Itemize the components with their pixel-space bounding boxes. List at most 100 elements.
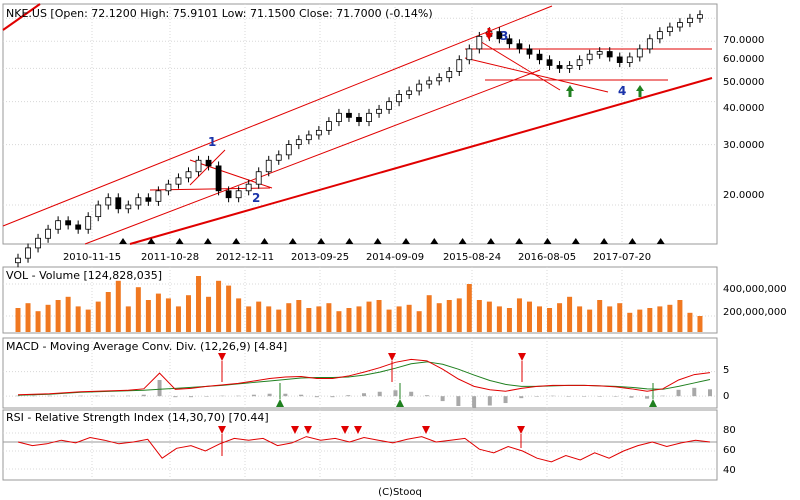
price-y-tick: 70.0000 — [723, 35, 764, 46]
rsi-sell-marker-icon — [291, 426, 299, 434]
signal-triangle-icon — [543, 238, 552, 244]
price-x-tick: 2010-11-15 — [63, 252, 121, 263]
macd-histogram-bar — [283, 393, 288, 397]
candle-body — [556, 65, 563, 69]
candle-body — [15, 257, 21, 264]
signal-triangle-icon — [402, 238, 410, 244]
candle-body — [476, 35, 483, 50]
volume-bar — [697, 316, 703, 332]
annotation-label: 3 — [500, 29, 508, 43]
macd-histogram-bar — [645, 396, 650, 399]
volume-bar — [376, 300, 382, 332]
candle-body — [416, 83, 423, 92]
candle-body — [606, 51, 613, 58]
annotation-label: 2 — [252, 191, 260, 205]
volume-bar — [426, 295, 432, 332]
macd-histogram-bar — [456, 396, 461, 406]
candle-body — [356, 116, 362, 122]
macd-histogram-bar — [173, 396, 178, 398]
candle-body — [677, 22, 683, 28]
macd-buy-marker-icon — [396, 399, 404, 407]
rsi-series — [17, 426, 711, 463]
rsi-panel-frame — [2, 409, 718, 481]
macd-histogram-bar — [299, 394, 304, 397]
candle-body — [135, 197, 142, 206]
price-y-tick: 60.0000 — [723, 54, 764, 65]
price-header: NKE.US [Open: 72.1200 High: 75.9101 Low:… — [6, 7, 433, 20]
macd-histogram-bar — [110, 395, 115, 397]
macd-histogram-bar — [393, 390, 398, 397]
macd-histogram-bar — [535, 396, 539, 397]
macd-histogram-bar — [440, 396, 445, 402]
signal-triangle-icon — [515, 238, 524, 244]
volume-bar — [436, 303, 442, 332]
macd-histogram-bar — [31, 395, 36, 397]
macd-histogram-bar — [362, 393, 366, 397]
candle-body — [396, 94, 403, 103]
macd-histogram-bar — [94, 395, 99, 397]
volume-bar — [206, 296, 212, 332]
rsi-sell-marker-icon — [341, 426, 349, 434]
candle-body — [125, 204, 132, 210]
candle-body — [596, 51, 603, 55]
macd-histogram-bar — [582, 396, 587, 397]
candle-body — [175, 177, 182, 185]
descending-line — [477, 39, 561, 91]
volume-bar — [296, 300, 302, 332]
rsi-sell-marker-icon — [218, 426, 226, 434]
volume-bar — [396, 306, 402, 332]
price-panel-frame — [2, 3, 718, 245]
macd-y-tick: 0 — [723, 391, 729, 402]
volume-y-tick: 200,000,000 — [723, 307, 787, 318]
buy-arrow-icon — [566, 85, 574, 91]
candle-body — [426, 80, 433, 85]
macd-histogram-bar — [189, 396, 193, 398]
annotation-label: 1 — [208, 135, 216, 149]
candle-body — [496, 31, 503, 40]
candle-body — [697, 14, 703, 19]
macd-y-tick: 5 — [723, 365, 729, 376]
candle-body — [255, 171, 262, 185]
candle-body — [366, 112, 372, 122]
macd-histogram-bar — [157, 379, 162, 397]
channel-upper-line — [2, 5, 553, 227]
signal-triangle-icon — [486, 238, 495, 244]
volume-bar — [256, 301, 262, 332]
volume-bar — [486, 301, 492, 332]
macd-histogram-bar — [63, 395, 68, 397]
price-y-tick: 40.0000 — [723, 103, 764, 114]
volume-bar — [466, 284, 472, 332]
candle-body — [576, 59, 583, 66]
rsi-y-tick: 80 — [723, 425, 736, 436]
rsi-y-tick: 60 — [723, 445, 736, 456]
volume-bar — [145, 300, 151, 332]
macd-header: MACD - Moving Average Conv. Div. (12,26,… — [6, 340, 287, 353]
volume-bar — [346, 308, 352, 332]
macd-histogram-bar — [660, 395, 665, 397]
volume-bar — [246, 306, 252, 332]
signal-triangle-icon — [119, 238, 127, 244]
volume-bar — [386, 309, 392, 332]
rsi-y-tick: 40 — [723, 465, 736, 476]
volume-bars — [15, 276, 703, 332]
volume-y-tick: 400,000,000 — [723, 284, 787, 295]
trend-lines — [2, 3, 713, 245]
candle-body — [275, 154, 282, 161]
candlesticks — [15, 10, 703, 268]
candle-body — [626, 56, 633, 63]
macd-histogram-bar — [503, 396, 508, 404]
annotation-label: 4 — [618, 84, 626, 98]
signal-triangle-icon — [147, 238, 156, 244]
volume-bar — [567, 296, 573, 332]
volume-bar — [637, 309, 643, 332]
volume-bar — [286, 303, 292, 332]
macd-histogram-bar — [314, 396, 319, 398]
price-grid — [3, 4, 717, 244]
volume-bar — [557, 303, 563, 332]
long-term-support-line — [129, 77, 713, 245]
volume-bar — [356, 306, 362, 332]
candle-body — [115, 197, 122, 210]
macd-sell-marker-icon — [388, 353, 396, 361]
price-x-tick: 2013-09-25 — [291, 252, 349, 263]
volume-bar — [115, 280, 121, 332]
